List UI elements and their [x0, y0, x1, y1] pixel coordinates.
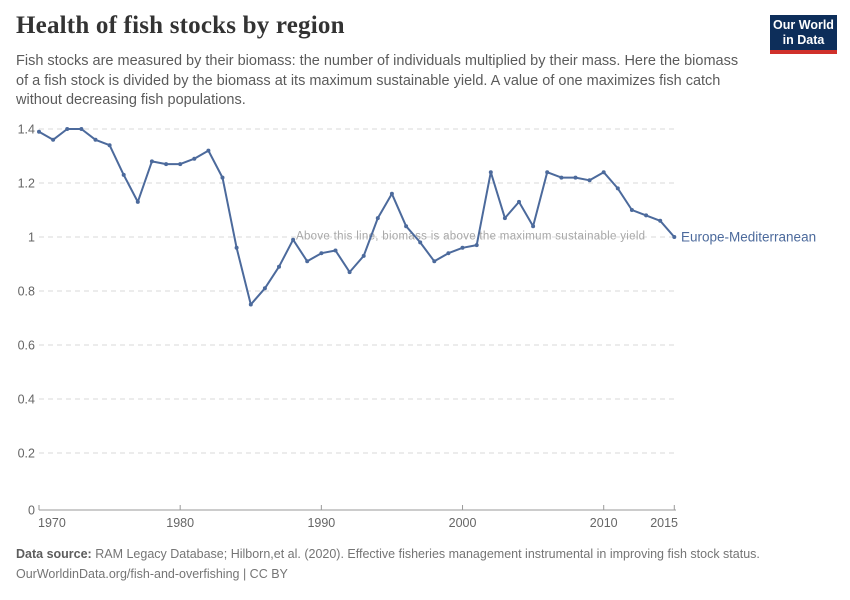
data-point-marker[interactable] — [474, 243, 479, 248]
y-axis-tick-label: 0.4 — [18, 393, 35, 407]
series-line[interactable] — [38, 128, 676, 306]
data-point-marker[interactable] — [248, 302, 253, 307]
data-point-marker[interactable] — [234, 245, 239, 250]
data-point-marker[interactable] — [559, 175, 564, 180]
data-point-marker[interactable] — [460, 245, 465, 250]
data-point-marker[interactable] — [135, 199, 140, 204]
y-axis-tick-label: 0 — [28, 504, 35, 518]
data-point-marker[interactable] — [573, 175, 578, 180]
series-label: Europe-Mediterranean — [681, 230, 816, 245]
data-point-marker[interactable] — [37, 129, 41, 134]
data-point-marker[interactable] — [192, 156, 197, 161]
data-point-marker[interactable] — [333, 248, 338, 253]
series-europe-mediterranean[interactable]: Europe-Mediterranean — [37, 127, 816, 307]
subtitle-line: of a fish stock is divided by the biomas… — [16, 72, 721, 89]
footer-link[interactable]: OurWorldinData.org/fish-and-overfishing … — [16, 567, 288, 581]
data-point-marker[interactable] — [65, 127, 70, 131]
data-point-marker[interactable] — [418, 240, 423, 245]
y-axis-tick-label: 0.6 — [18, 339, 35, 353]
x-axis-tick-label: 2000 — [449, 516, 477, 530]
subtitle-line: Fish stocks are measured by their biomas… — [16, 53, 739, 69]
x-axis-tick-label: 1990 — [307, 516, 335, 530]
owid-logo-text: Our World in Data — [770, 15, 837, 50]
chart-header: Health of fish stocks by region — [16, 12, 834, 40]
y-axis-tick-label: 1.2 — [18, 177, 35, 191]
owid-logo-line1: Our World — [773, 18, 834, 32]
data-point-marker[interactable] — [319, 251, 324, 256]
data-point-marker[interactable] — [601, 170, 606, 175]
y-axis-tick-label: 0.8 — [18, 285, 35, 299]
data-point-marker[interactable] — [51, 137, 56, 142]
data-point-marker[interactable] — [347, 270, 352, 275]
data-point-marker[interactable] — [517, 199, 521, 204]
subtitle-line: without decreasing fish populations. — [16, 92, 246, 108]
data-point-marker[interactable] — [502, 216, 507, 221]
data-point-marker[interactable] — [164, 162, 169, 167]
data-source-text: RAM Legacy Database; Hilborn,et al. (202… — [91, 547, 760, 561]
data-point-marker[interactable] — [658, 218, 663, 223]
data-point-marker[interactable] — [404, 224, 409, 229]
owid-logo-red-bar — [770, 50, 837, 54]
y-axis-tick-label: 1.4 — [18, 123, 35, 137]
x-axis-tick-label: 2015 — [650, 516, 678, 530]
data-point-marker[interactable] — [375, 216, 380, 221]
data-point-marker[interactable] — [672, 235, 677, 239]
chart-subtitle: Fish stocks are measured by their biomas… — [16, 52, 786, 111]
data-point-marker[interactable] — [262, 286, 267, 291]
chart-footer: Data source: RAM Legacy Database; Hilbor… — [16, 544, 836, 584]
data-point-marker[interactable] — [545, 170, 550, 175]
data-point-marker[interactable] — [107, 143, 112, 148]
x-axis-tick-label: 1980 — [166, 516, 194, 530]
data-point-marker[interactable] — [389, 191, 394, 196]
data-point-marker[interactable] — [121, 172, 126, 177]
data-point-marker[interactable] — [79, 127, 84, 131]
data-point-marker[interactable] — [629, 208, 634, 212]
data-point-marker[interactable] — [488, 170, 493, 175]
page-title: Health of fish stocks by region — [16, 12, 345, 39]
data-point-marker[interactable] — [93, 137, 98, 142]
annotation-text: Above this line, biomass is above the ma… — [296, 231, 645, 243]
y-axis-tick-label: 0.2 — [18, 447, 35, 461]
owid-logo-line2: in Data — [782, 33, 825, 47]
x-axis-tick-label: 2010 — [590, 516, 618, 530]
data-point-marker[interactable] — [220, 175, 225, 180]
data-point-marker[interactable] — [587, 178, 592, 183]
data-point-marker[interactable] — [206, 148, 211, 153]
data-point-marker[interactable] — [615, 186, 620, 191]
owid-logo: Our World in Data — [770, 15, 837, 54]
x-axis-tick-label: 1970 — [38, 516, 66, 530]
data-point-marker[interactable] — [149, 159, 154, 164]
data-point-marker[interactable] — [531, 224, 536, 229]
data-point-marker[interactable] — [305, 259, 310, 264]
data-point-marker[interactable] — [277, 264, 281, 269]
data-source-label: Data source: — [16, 547, 92, 561]
data-point-marker[interactable] — [361, 253, 366, 258]
y-axis-tick-label: 1 — [28, 231, 35, 245]
data-point-marker[interactable] — [178, 162, 183, 167]
data-point-marker[interactable] — [644, 213, 649, 218]
data-point-marker[interactable] — [432, 259, 437, 264]
data-point-marker[interactable] — [291, 237, 296, 242]
data-point-marker[interactable] — [446, 251, 451, 256]
data-source-line: Data source: RAM Legacy Database; Hilbor… — [16, 544, 836, 564]
